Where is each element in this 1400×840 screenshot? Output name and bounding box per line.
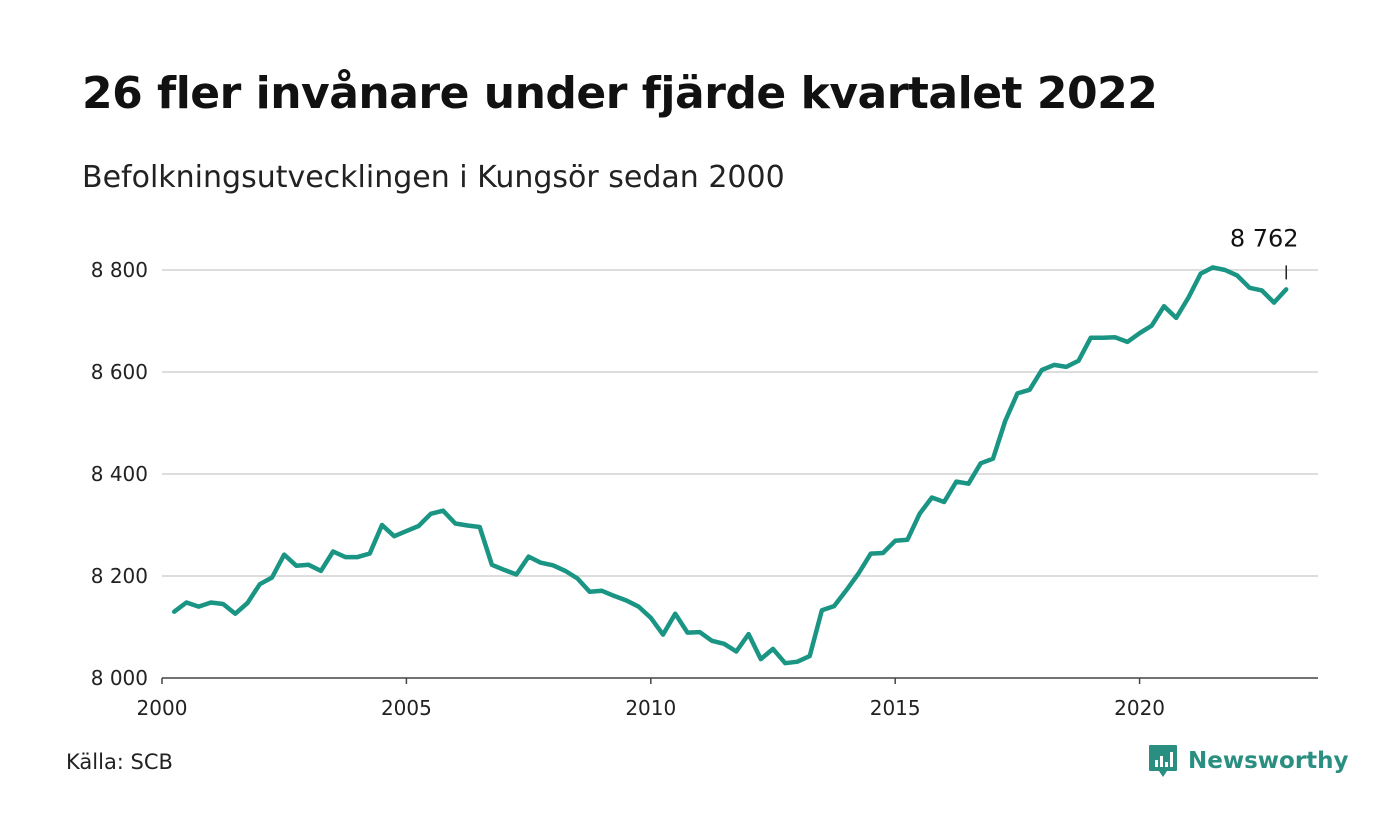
y-axis: 8 000 8 200 8 400 8 600 8 800 (91, 258, 148, 690)
y-tick-label: 8 600 (91, 360, 148, 384)
plot-area (171, 265, 1289, 666)
chart-subtitle: Befolkningsutvecklingen i Kungsör sedan … (82, 160, 785, 195)
x-tick-label: 2020 (1114, 696, 1165, 720)
gridlines (162, 269, 1318, 577)
y-tick-label: 8 800 (91, 258, 148, 282)
brand-logo: Newsworthy (1148, 744, 1349, 778)
chart-title: 26 fler invånare under fjärde kvartalet … (82, 68, 1158, 119)
x-tick-label: 2015 (870, 696, 921, 720)
last-value-label: 8 762 (1230, 224, 1299, 252)
annotations: 8 762 (1230, 224, 1299, 280)
x-tick-label: 2000 (137, 696, 188, 720)
source-note: Källa: SCB (66, 750, 173, 774)
x-tick-label: 2010 (625, 696, 676, 720)
y-tick-label: 8 200 (91, 564, 148, 588)
y-tick-label: 8 400 (91, 462, 148, 486)
newsworthy-logo-icon (1149, 745, 1177, 777)
x-tick-label: 2005 (381, 696, 432, 720)
brand-name: Newsworthy (1188, 748, 1349, 774)
series-line (171, 265, 1289, 666)
y-tick-label: 8 000 (91, 666, 148, 690)
x-axis: 2000 2005 2010 2015 2020 (137, 677, 1318, 720)
